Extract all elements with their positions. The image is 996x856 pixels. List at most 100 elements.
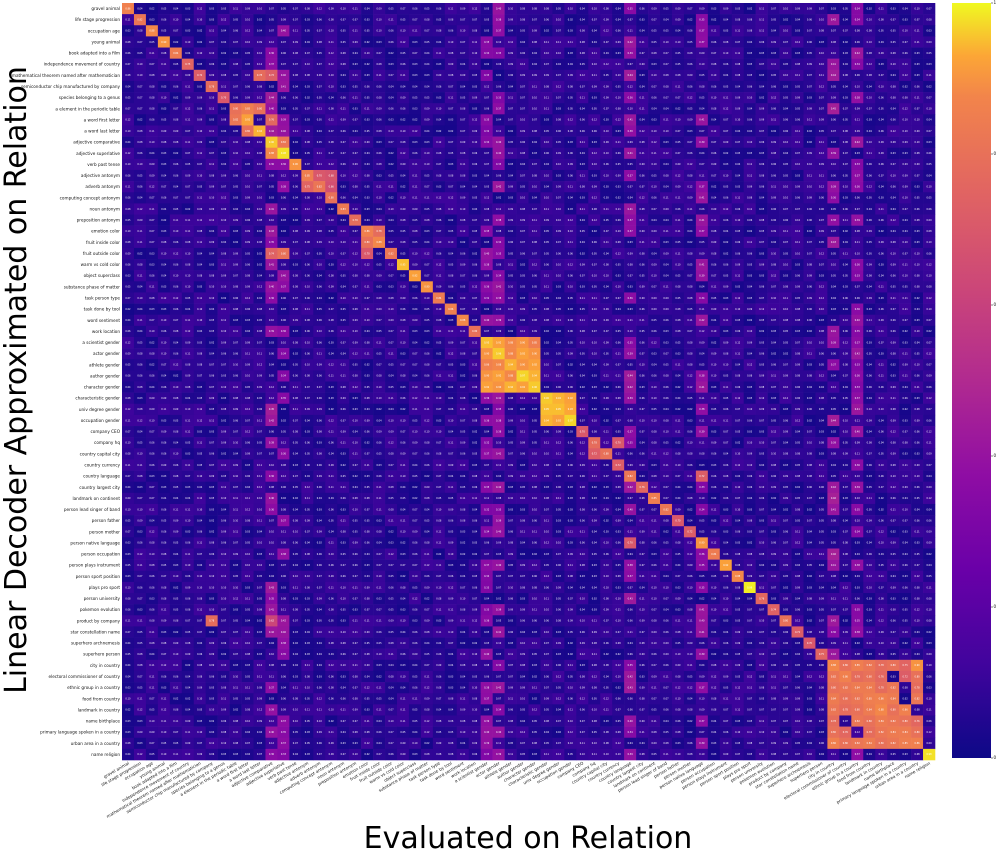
cell-value-label: 0.05	[484, 19, 490, 22]
cell-value-label: 0.03	[843, 52, 849, 55]
cell-value-label: 0.04	[305, 41, 311, 44]
cell-value-label: 0.07	[329, 308, 335, 311]
cell-value-label: 0.03	[376, 286, 382, 289]
cell-value-label: 0.08	[353, 185, 359, 188]
cell-value-label: 0.05	[161, 30, 167, 33]
cell-value-label: 0.10	[412, 386, 418, 389]
heatmap-cell	[719, 25, 733, 37]
cell-value-label: 0.08	[472, 30, 478, 33]
cell-value-label: 0.05	[735, 7, 741, 10]
cell-value-label: 0.06	[568, 330, 574, 333]
cell-value-label: 0.06	[843, 330, 849, 333]
cell-value-label: 0.03	[281, 219, 287, 222]
cell-value-label: 0.11	[233, 7, 239, 10]
cell-value-label: 0.10	[472, 52, 478, 55]
cell-value-label: 0.03	[400, 352, 406, 355]
cell-value-label: 0.02	[687, 19, 693, 22]
cell-value-label: 0.10	[891, 174, 897, 177]
cell-value-label: 0.37	[496, 108, 502, 111]
heatmap-cell	[815, 47, 828, 59]
cell-value-label: 0.05	[209, 330, 215, 333]
cell-value-label: 0.04	[831, 286, 837, 289]
cell-value-label: 0.08	[221, 74, 227, 77]
cell-value-label: 0.03	[771, 52, 777, 55]
heatmap-cell	[432, 3, 446, 15]
heatmap-cell	[145, 47, 159, 59]
cell-value-label: 0.08	[173, 119, 179, 122]
heatmap-cell	[468, 25, 481, 37]
cell-value-label: 0.04	[353, 197, 359, 200]
cell-value-label: 0.10	[257, 7, 263, 10]
heatmap-cell	[576, 58, 589, 71]
cell-value-label: 0.06	[568, 152, 574, 155]
cell-value-label: 0.08	[137, 141, 143, 144]
heatmap-cell	[504, 69, 517, 82]
cell-value-label: 0.04	[663, 163, 669, 166]
cell-value-label: 0.11	[568, 41, 574, 44]
cell-value-label: 0.05	[604, 74, 610, 77]
cell-value-label: 0.10	[436, 241, 442, 244]
cell-value-label: 0.08	[628, 263, 634, 266]
cell-value-label: 0.06	[400, 63, 406, 66]
cell-value-label: 0.05	[257, 397, 263, 400]
cell-value-label: 0.09	[293, 252, 299, 255]
cell-value-label: 0.04	[341, 74, 347, 77]
cell-value-label: 0.03	[448, 319, 454, 322]
heatmap-cell	[420, 58, 434, 71]
cell-value-label: 0.40	[281, 130, 287, 133]
cell-value-label: 0.11	[448, 7, 454, 10]
cell-value-label: 0.12	[173, 364, 179, 367]
cell-value-label: 0.07	[675, 96, 681, 99]
cell-value-label: 0.03	[568, 52, 574, 55]
cell-value-label: 0.04	[125, 141, 131, 144]
cell-value-label: 0.10	[580, 341, 586, 344]
cell-value-label: 0.03	[831, 141, 837, 144]
cell-value-label: 0.06	[520, 319, 526, 322]
heatmap-cell	[181, 14, 195, 26]
cell-value-label: 0.10	[329, 252, 335, 255]
cell-value-label: 0.35	[628, 341, 634, 344]
heatmap-cell	[169, 3, 183, 15]
heatmap-cell	[827, 36, 840, 48]
cell-value-label: 0.05	[568, 96, 574, 99]
cell-value-label: 0.09	[867, 297, 873, 300]
cell-value-label: 0.04	[233, 208, 239, 211]
cell-value-label: 0.08	[245, 141, 251, 144]
cell-value-label: 0.10	[305, 63, 311, 66]
cell-value-label: 0.08	[233, 286, 239, 289]
cell-value-label: 0.05	[735, 230, 741, 233]
heatmap-cell	[122, 25, 135, 37]
cell-value-label: 0.34	[281, 352, 287, 355]
cell-value-label: 0.10	[616, 74, 622, 77]
cell-value-label: 0.07	[532, 208, 538, 211]
cell-value-label: 0.06	[125, 263, 131, 266]
heatmap-cell	[564, 58, 577, 71]
cell-value-label: 0.10	[926, 185, 932, 188]
cell-value-label: 0.08	[580, 330, 586, 333]
cell-value-label: 0.06	[807, 319, 813, 322]
cell-value-label: 0.11	[436, 375, 442, 378]
cell-value-label: 0.03	[353, 108, 359, 111]
cell-value-label: 0.37	[699, 41, 705, 44]
heatmap-cell	[600, 3, 613, 15]
cell-value-label: 0.08	[365, 341, 371, 344]
cell-value-label: 0.06	[233, 375, 239, 378]
cell-value-label: 0.09	[197, 141, 203, 144]
cell-value-label: 0.06	[855, 74, 861, 77]
cell-value-label: 0.07	[651, 286, 657, 289]
cell-value-label: 0.09	[448, 341, 454, 344]
cell-value-label: 0.10	[329, 241, 335, 244]
cell-value-label: 0.02	[675, 108, 681, 111]
heatmap-cell	[887, 58, 900, 71]
cell-value-label: 0.05	[424, 174, 430, 177]
cell-value-label: 0.09	[520, 308, 526, 311]
cell-value-label: 0.02	[759, 96, 765, 99]
cell-value-label: 0.08	[891, 96, 897, 99]
cell-value-label: 0.40	[269, 286, 275, 289]
cell-value-label: 0.10	[604, 130, 610, 133]
cell-value-label: 0.95	[400, 263, 406, 266]
cell-value-label: 0.04	[604, 408, 610, 411]
cell-value-label: 0.06	[867, 375, 873, 378]
heatmap-cell	[337, 3, 350, 15]
heatmap-cell	[923, 47, 936, 59]
